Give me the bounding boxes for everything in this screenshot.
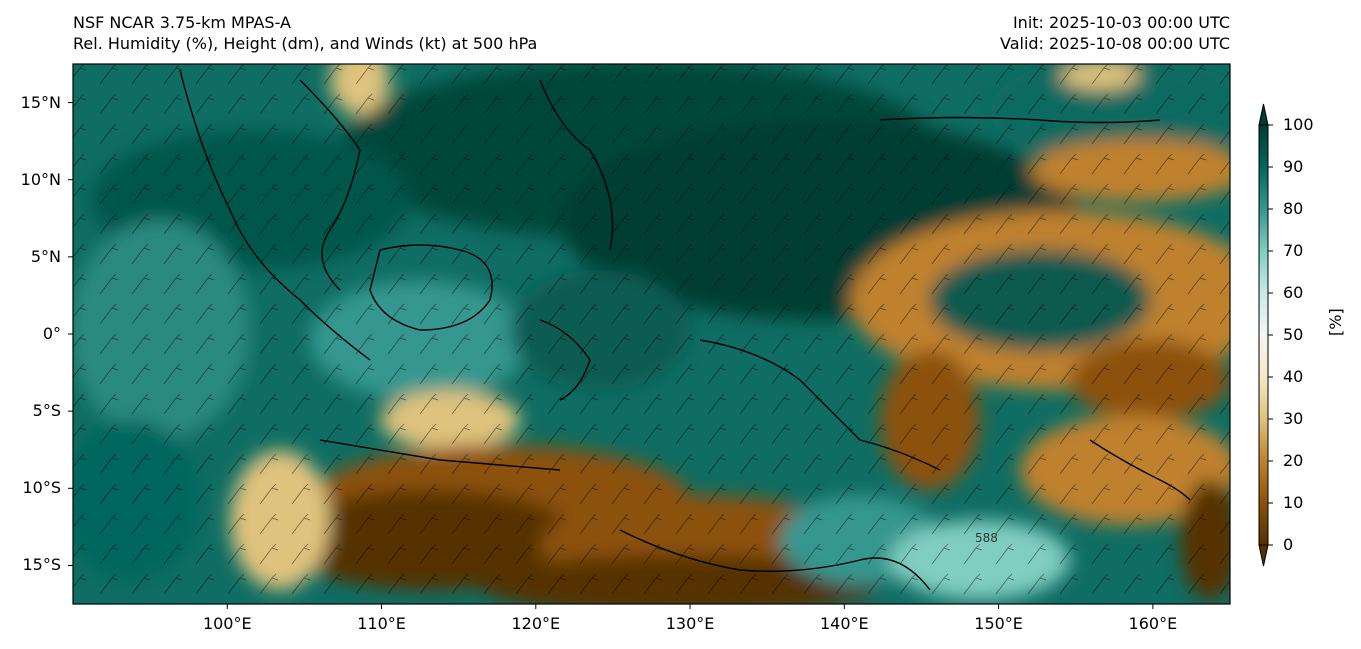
colorbar-label: [%]	[1326, 308, 1345, 336]
lat-tick-label: 5°S	[32, 401, 61, 421]
lat-tick-marks	[68, 102, 73, 566]
height-contour-label: 588	[975, 531, 998, 545]
lat-tick-label: 15°S	[22, 555, 61, 575]
colorbar-tick-label: 30	[1283, 409, 1304, 428]
model-title: NSF NCAR 3.75-km MPAS-A	[73, 13, 291, 32]
colorbar-bar	[1258, 124, 1269, 546]
colorbar-tick-marks	[1268, 124, 1273, 546]
title-left: NSF NCAR 3.75-km MPAS-A Rel. Humidity (%…	[73, 12, 537, 54]
colorbar-tick-label: 80	[1283, 199, 1304, 218]
lon-tick-label: 130°E	[665, 614, 715, 633]
colorbar-tick-label: 10	[1283, 493, 1304, 512]
lat-tick-label: 5°N	[30, 246, 61, 266]
coastlines	[179, 69, 1191, 591]
colorbar-tick-label: 60	[1283, 283, 1304, 302]
lon-tick-label: 140°E	[820, 614, 869, 633]
colorbar-tick-label: 70	[1283, 241, 1304, 260]
lon-tick-marks	[226, 604, 1154, 609]
colorbar-tick-label: 0	[1283, 535, 1294, 554]
init-time: Init: 2025-10-03 00:00 UTC	[1012, 13, 1230, 32]
lon-tick-label: 150°E	[974, 614, 1023, 633]
humidity-field: 588	[73, 64, 1230, 604]
colorbar-tick-label: 50	[1283, 325, 1304, 344]
lat-tick-label: 10°S	[22, 478, 61, 498]
colorbar-tick-label: 40	[1283, 367, 1304, 386]
valid-time: Valid: 2025-10-08 00:00 UTC	[999, 34, 1230, 53]
field-title: Rel. Humidity (%), Height (dm), and Wind…	[73, 34, 538, 53]
colorbar	[1258, 103, 1273, 567]
colorbar-extend-top	[1258, 103, 1269, 126]
colorbar-extend-bottom	[1258, 544, 1269, 567]
lon-tick-label: 100°E	[202, 614, 252, 633]
colorbar-tick-label: 90	[1283, 157, 1304, 176]
title-right: Init: 2025-10-03 00:00 UTC Valid: 2025-1…	[1000, 12, 1230, 54]
lon-tick-label: 120°E	[511, 614, 561, 633]
lon-tick-label: 160°E	[1128, 614, 1178, 633]
lon-tick-label: 110°E	[357, 614, 406, 633]
colorbar-tick-label: 20	[1283, 451, 1304, 470]
lat-tick-label: 10°N	[20, 169, 61, 189]
lat-tick-label: 15°N	[20, 92, 61, 112]
lat-tick-label: 0°	[42, 324, 61, 343]
colorbar-tick-label: 100	[1283, 115, 1314, 134]
